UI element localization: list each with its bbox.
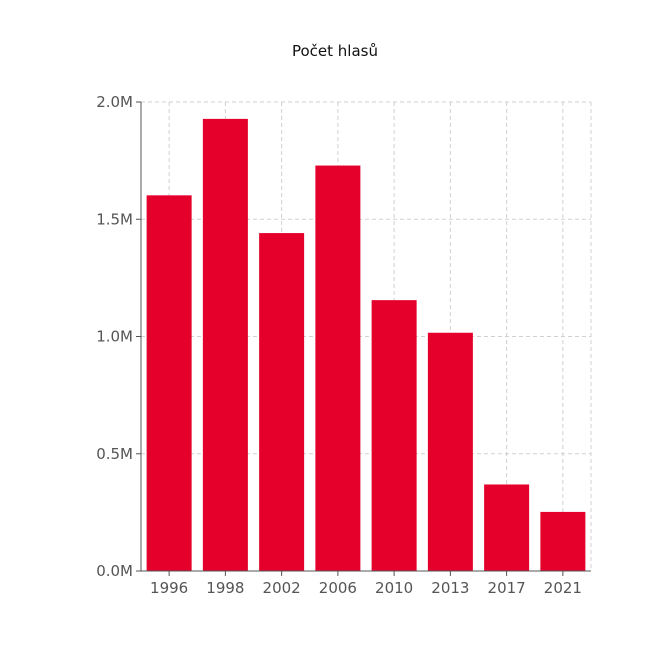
bar-2006 [315,165,361,571]
x-tick-label: 1998 [206,579,244,597]
axes [136,101,591,576]
y-tick-label: 0.5M [96,445,133,463]
bar-1998 [202,118,248,571]
y-tick-label: 1.5M [96,210,133,228]
x-axis-tick-labels: 1996 1998 2002 2006 2010 2013 2017 2021 [150,579,582,597]
x-tick-label: 2021 [544,579,582,597]
bar-2017 [484,484,530,571]
x-tick-label: 2010 [375,579,413,597]
bars [146,118,586,571]
y-tick-label: 1.0M [96,328,133,346]
bar-1996 [146,195,192,571]
y-tick-label: 0.0M [96,562,133,580]
bar-2002 [259,233,305,571]
x-tick-label: 2002 [263,579,301,597]
chart-title: Počet hlasů [292,42,378,60]
x-tick-label: 2017 [488,579,526,597]
bar-2013 [427,332,473,571]
y-tick-label: 2.0M [96,93,133,111]
y-axis-tick-labels: 0.0M 0.5M 1.0M 1.5M 2.0M [96,93,133,580]
x-tick-label: 2006 [319,579,357,597]
bar-2010 [371,300,417,571]
bar-2021 [540,511,586,571]
x-tick-label: 2013 [431,579,469,597]
x-tick-label: 1996 [150,579,188,597]
